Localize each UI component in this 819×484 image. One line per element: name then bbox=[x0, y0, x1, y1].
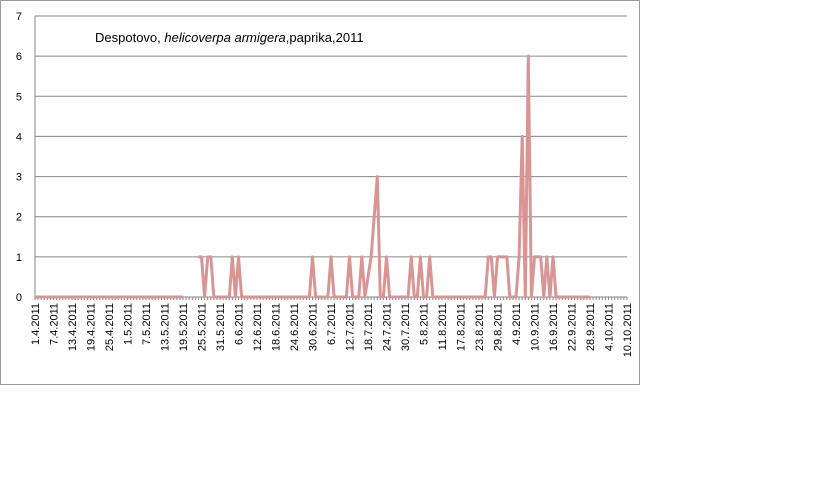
x-axis-ticks: 1.4.2011 7.4.2011 13.4.2011 19.4.2011 25.4.2… bbox=[30, 303, 634, 357]
y-tick-label: 5 bbox=[16, 91, 22, 103]
y-tick-label: 6 bbox=[16, 51, 22, 63]
x-tick-label: 12.7.2011 bbox=[345, 303, 357, 351]
chart-svg: Despotovo, helicoverpa armigera,paprika,… bbox=[16, 11, 634, 357]
x-tick-label: 12.6.2011 bbox=[252, 303, 264, 351]
x-tick-label: 5.8.2011 bbox=[419, 303, 431, 345]
y-tick-label: 0 bbox=[16, 292, 22, 304]
x-tick-label: 13.5.2011 bbox=[160, 303, 172, 351]
series-layer bbox=[35, 54, 590, 299]
x-tick-label: 7.5.2011 bbox=[141, 303, 153, 345]
y-axis-ticks: 0 1 2 3 4 5 6 7 bbox=[16, 11, 22, 304]
x-tick-label: 10.10.2011 bbox=[622, 303, 634, 357]
x-tick-label: 18.6.2011 bbox=[271, 303, 283, 351]
x-tick-label: 30.7.2011 bbox=[400, 303, 412, 351]
x-tick-label: 25.5.2011 bbox=[197, 303, 209, 351]
x-tick-label: 4.9.2011 bbox=[511, 303, 523, 345]
x-tick-label: 22.9.2011 bbox=[567, 303, 579, 351]
y-tick-label: 2 bbox=[16, 212, 22, 224]
y-tick-label: 4 bbox=[16, 131, 22, 143]
x-tick-label: 1.4.2011 bbox=[30, 303, 42, 345]
x-tick-label: 11.8.2011 bbox=[437, 303, 449, 350]
x-tick-label: 29.8.2011 bbox=[493, 303, 505, 351]
x-tick-label: 4.10.2011 bbox=[604, 303, 616, 351]
chart-title-rest: ,paprika,2011 bbox=[286, 30, 364, 45]
x-tick-label: 17.8.2011 bbox=[456, 303, 468, 351]
x-tick-label: 31.5.2011 bbox=[215, 303, 227, 351]
x-tick-label: 25.4.2011 bbox=[104, 303, 116, 351]
x-tick-label: 23.8.2011 bbox=[474, 303, 486, 351]
y-tick-label: 7 bbox=[16, 11, 22, 23]
x-tick-label: 19.4.2011 bbox=[86, 303, 98, 351]
x-tick-label: 19.5.2011 bbox=[178, 303, 190, 351]
y-tick-label: 3 bbox=[16, 172, 22, 184]
chart-title-species: helicoverpa armigera bbox=[164, 30, 285, 45]
x-tick-label: 18.7.2011 bbox=[363, 303, 375, 351]
x-tick-label: 6.7.2011 bbox=[326, 303, 338, 345]
chart-title: Despotovo, helicoverpa armigera,paprika,… bbox=[95, 30, 364, 45]
chart-frame bbox=[0, 0, 640, 385]
chart-title-location: Despotovo, bbox=[95, 30, 164, 45]
x-tick-label: 6.6.2011 bbox=[234, 303, 246, 345]
x-tick-label: 28.9.2011 bbox=[585, 303, 597, 351]
y-tick-label: 1 bbox=[16, 252, 22, 264]
series-line bbox=[198, 54, 590, 299]
x-tick-label: 24.6.2011 bbox=[289, 303, 301, 351]
x-tick-label: 1.5.2011 bbox=[123, 303, 135, 345]
x-tick-label: 24.7.2011 bbox=[382, 303, 394, 351]
x-tick-label: 10.9.2011 bbox=[530, 303, 542, 351]
x-tick-label: 13.4.2011 bbox=[67, 303, 79, 351]
x-tick-label: 16.9.2011 bbox=[548, 303, 560, 351]
x-tick-label: 7.4.2011 bbox=[49, 303, 61, 345]
x-tick-label: 30.6.2011 bbox=[308, 303, 320, 351]
